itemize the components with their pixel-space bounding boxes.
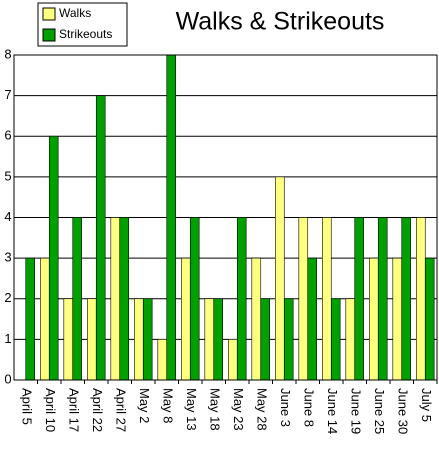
bar (25, 257, 35, 381)
bar (251, 257, 262, 381)
x-tick-label: July 5 (419, 388, 434, 422)
x-tick-label: April 17 (66, 388, 81, 432)
bar (330, 298, 341, 381)
bar (63, 298, 74, 381)
bar (204, 298, 215, 381)
y-tick-label: 3 (4, 250, 11, 265)
bar (72, 217, 82, 381)
y-tick-label: 4 (4, 209, 11, 224)
bar (134, 298, 144, 381)
bar (142, 298, 153, 381)
plot-border (13, 54, 438, 381)
bar (275, 176, 285, 381)
bar (354, 217, 364, 381)
bar (119, 217, 129, 381)
x-tick-label: June 30 (395, 388, 410, 434)
bar (236, 217, 247, 381)
x-tick-label: April 27 (113, 388, 128, 432)
bar (307, 257, 317, 381)
bar (260, 298, 270, 381)
x-tick-label: June 19 (348, 388, 363, 434)
bar (110, 217, 121, 381)
bar (424, 257, 435, 381)
bar (401, 217, 411, 381)
legend-label: Strikeouts (59, 27, 112, 41)
bar (345, 298, 356, 381)
bar (283, 298, 294, 381)
bar (228, 339, 238, 381)
x-tick-label: May 23 (231, 388, 246, 431)
x-tick-label: May 8 (160, 388, 175, 423)
bar (213, 298, 223, 381)
bar (48, 135, 59, 381)
x-tick-label: May 18 (207, 388, 222, 431)
legend-label: Walks (59, 6, 91, 20)
legend-swatch (42, 7, 56, 21)
bar (298, 217, 309, 381)
legend-swatch (42, 28, 56, 42)
bar (369, 257, 379, 381)
bar (322, 217, 332, 381)
bar (181, 257, 191, 381)
y-tick-label: 7 (4, 87, 11, 102)
bar (416, 217, 426, 381)
x-tick-label: April 5 (19, 388, 34, 425)
bar (166, 54, 176, 381)
y-tick-label: 8 (4, 46, 11, 61)
x-tick-label: April 22 (90, 388, 105, 432)
x-tick-label: May 2 (137, 388, 152, 423)
bar (189, 217, 200, 381)
bar (157, 339, 168, 381)
y-tick-label: 6 (4, 128, 11, 143)
x-tick-label: June 3 (278, 388, 293, 427)
x-tick-label: June 14 (325, 388, 340, 434)
x-tick-label: May 28 (254, 388, 269, 431)
chart-title: Walks & Strikeouts (176, 8, 385, 36)
bar (87, 298, 97, 381)
x-tick-label: April 10 (43, 388, 58, 432)
bar (392, 257, 403, 381)
y-tick-label: 2 (4, 290, 11, 305)
x-tick-label: June 25 (372, 388, 387, 434)
y-tick-label: 0 (4, 371, 11, 386)
bar (40, 257, 50, 381)
y-tick-label: 5 (4, 168, 11, 183)
y-tick-label: 1 (4, 331, 11, 346)
bar (377, 217, 388, 381)
x-tick-label: May 13 (184, 388, 199, 431)
x-tick-label: June 8 (301, 388, 316, 427)
bar (95, 95, 106, 381)
